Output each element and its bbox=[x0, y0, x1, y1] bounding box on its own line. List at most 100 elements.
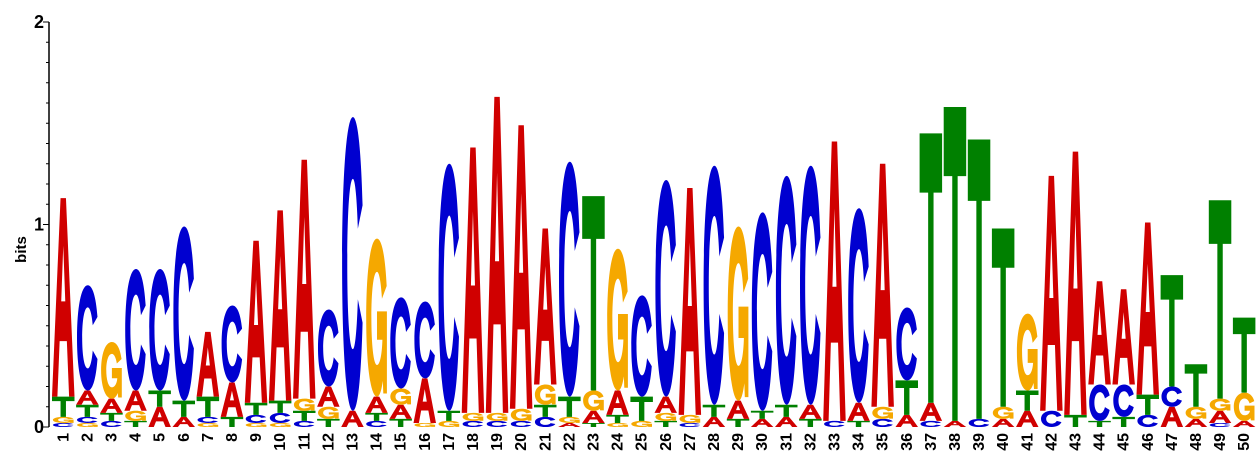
x-tick-label: 5 bbox=[152, 433, 169, 442]
glyph-T bbox=[534, 404, 557, 417]
x-tick-label: 45 bbox=[1116, 433, 1133, 451]
x-tick-label: 24 bbox=[610, 433, 627, 451]
logo-stack-39 bbox=[967, 139, 991, 427]
glyph-T bbox=[1184, 364, 1208, 407]
glyph-C bbox=[197, 416, 218, 423]
glyph-G bbox=[197, 422, 219, 427]
glyph-T bbox=[100, 412, 123, 421]
glyph-T bbox=[1208, 200, 1232, 399]
logo-stack-6 bbox=[172, 226, 195, 428]
x-tick-label: 14 bbox=[369, 433, 386, 451]
glyph-A bbox=[124, 390, 147, 411]
glyph-G bbox=[293, 398, 315, 411]
x-tick-label: 11 bbox=[296, 433, 313, 450]
logo-stack-2 bbox=[76, 285, 99, 427]
glyph-C bbox=[559, 161, 580, 397]
glyph-A bbox=[654, 396, 677, 413]
logo-stack-12 bbox=[317, 309, 340, 427]
glyph-A bbox=[365, 396, 388, 413]
glyph-T bbox=[630, 396, 653, 421]
logo-stack-46 bbox=[1136, 222, 1159, 427]
logo-stack-47 bbox=[1160, 275, 1184, 427]
glyph-A bbox=[461, 147, 485, 413]
glyph-C bbox=[848, 208, 869, 403]
glyph-G bbox=[318, 406, 339, 419]
glyph-T bbox=[750, 410, 774, 419]
x-tick-label: 22 bbox=[561, 433, 578, 451]
logo-stack-37 bbox=[919, 133, 943, 427]
glyph-C bbox=[1137, 414, 1158, 427]
x-tick-label: 2 bbox=[79, 433, 96, 442]
glyph-A bbox=[1016, 410, 1039, 427]
logo-stack-9 bbox=[244, 240, 268, 427]
glyph-T bbox=[389, 418, 412, 427]
glyph-C bbox=[968, 418, 990, 427]
glyph-G bbox=[655, 412, 677, 421]
glyph-T bbox=[196, 396, 220, 417]
glyph-A bbox=[991, 418, 1015, 427]
glyph-A bbox=[702, 416, 726, 428]
x-tick-label: 10 bbox=[272, 433, 289, 451]
glyph-T bbox=[582, 422, 605, 427]
logo-stack-11 bbox=[293, 159, 316, 427]
glyph-G bbox=[366, 238, 387, 397]
glyph-A bbox=[485, 96, 509, 413]
glyph-C bbox=[318, 309, 339, 387]
glyph-T bbox=[1064, 414, 1087, 427]
glyph-C bbox=[1209, 422, 1231, 427]
glyph-G bbox=[583, 390, 604, 411]
glyph-C bbox=[1089, 384, 1110, 421]
glyph-T bbox=[702, 404, 726, 417]
x-tick-label: 32 bbox=[802, 433, 819, 451]
glyph-C bbox=[366, 420, 387, 427]
glyph-T bbox=[220, 416, 244, 428]
glyph-C bbox=[679, 422, 700, 427]
logo-stack-29 bbox=[726, 226, 750, 427]
x-tick-label: 35 bbox=[875, 433, 892, 451]
glyph-T bbox=[967, 139, 991, 419]
glyph-T bbox=[799, 418, 822, 427]
glyph-C bbox=[77, 285, 98, 391]
glyph-G bbox=[245, 422, 267, 427]
glyph-A bbox=[509, 125, 533, 409]
glyph-T bbox=[558, 396, 581, 417]
glyph-T bbox=[919, 133, 943, 403]
y-tick-label: 0 bbox=[34, 417, 44, 437]
glyph-G bbox=[390, 388, 411, 405]
logo-stack-19 bbox=[485, 96, 509, 427]
glyph-A bbox=[1160, 406, 1184, 427]
logo-stack-27 bbox=[678, 188, 702, 427]
x-tick-label: 16 bbox=[417, 433, 434, 451]
logo-stack-50 bbox=[1232, 317, 1256, 427]
logo-stack-38 bbox=[943, 107, 967, 427]
logo-stack-3 bbox=[100, 341, 123, 427]
glyph-A bbox=[1088, 281, 1111, 385]
glyph-C bbox=[221, 305, 243, 383]
glyph-A bbox=[943, 420, 967, 427]
glyph-C bbox=[342, 117, 363, 411]
glyph-T bbox=[293, 410, 316, 421]
glyph-A bbox=[1184, 418, 1208, 427]
logo-stack-14 bbox=[365, 238, 388, 427]
glyph-T bbox=[268, 400, 292, 413]
x-tick-label: 43 bbox=[1067, 433, 1084, 451]
glyph-A bbox=[172, 416, 195, 428]
glyph-T bbox=[847, 420, 870, 427]
y-axis-title: bits bbox=[13, 236, 30, 263]
x-tick-label: 27 bbox=[682, 433, 699, 451]
glyph-T bbox=[895, 380, 918, 415]
logo-stack-4 bbox=[124, 269, 147, 427]
x-tick-label: 3 bbox=[103, 433, 120, 442]
x-tick-label: 42 bbox=[1043, 433, 1060, 451]
glyph-G bbox=[414, 422, 436, 427]
x-tick-label: 41 bbox=[1019, 433, 1036, 451]
logo-stack-41 bbox=[1016, 313, 1039, 427]
logo-stack-21 bbox=[534, 228, 557, 428]
glyph-G bbox=[77, 422, 98, 427]
x-tick-label: 28 bbox=[706, 433, 723, 451]
logo-stack-31 bbox=[775, 175, 798, 428]
glyph-G bbox=[438, 420, 460, 427]
x-tick-label: 30 bbox=[754, 433, 771, 451]
glyph-T bbox=[244, 402, 268, 415]
glyph-T bbox=[654, 420, 677, 427]
